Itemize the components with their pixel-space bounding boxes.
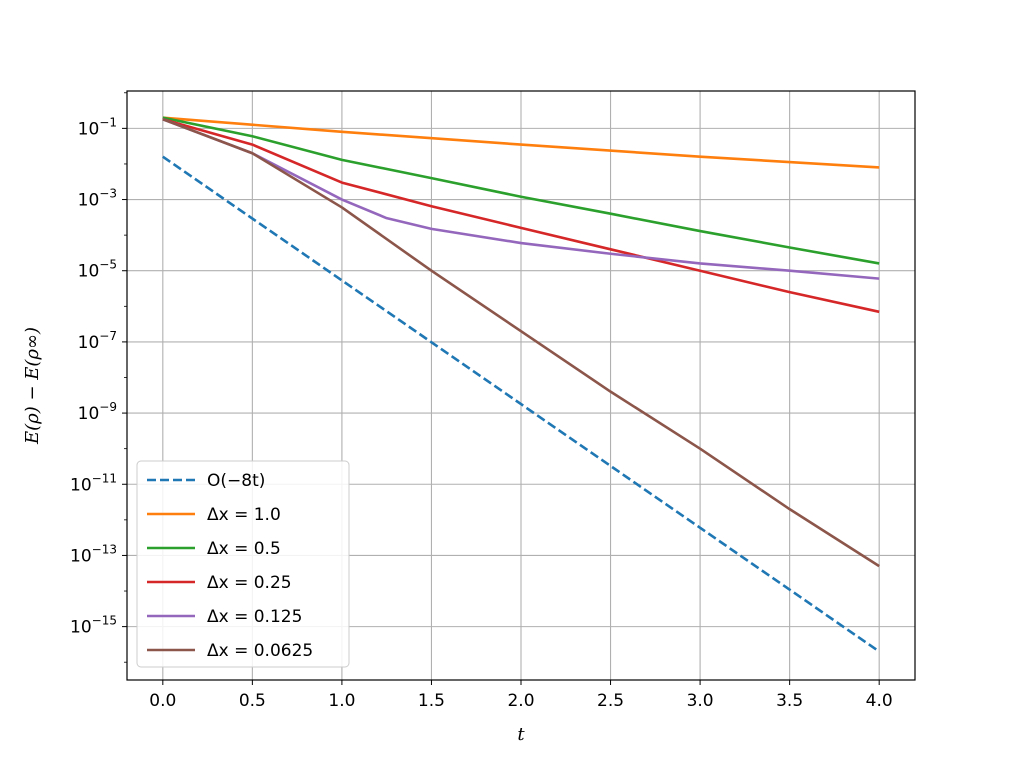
y-tick-label: 10−9 (78, 400, 117, 424)
x-tick-label: 2.5 (597, 691, 624, 711)
legend-label: O(−8t) (207, 471, 265, 491)
series-line (162, 155, 880, 653)
legend-label: Δx = 0.5 (207, 539, 281, 559)
legend: O(−8t) Δx = 1.0 Δx = 0.5 Δx = 0.25 Δx = 0.12… (136, 460, 350, 668)
grid (127, 91, 915, 680)
x-tick-label: 4.0 (866, 691, 893, 711)
x-tick-label: 0.0 (149, 691, 176, 711)
series-group (162, 116, 880, 653)
legend-label: Δx = 1.0 (207, 505, 281, 525)
x-tick-label: 0.5 (239, 691, 266, 711)
series-line (162, 116, 880, 265)
series-line (162, 118, 880, 568)
x-axis-label: t (517, 724, 525, 745)
legend-label: Δx = 0.25 (207, 573, 292, 593)
x-tick-label: 3.0 (687, 691, 714, 711)
ticks: 0.0 0.5 1.0 1.5 2.0 2.5 3.0 3.5 4.0 10−1 10−3 10−5 1… (70, 92, 893, 711)
x-tick-label: 1.5 (418, 691, 445, 711)
y-tick-label: 10−15 (70, 614, 117, 638)
x-tick-label: 1.0 (328, 691, 355, 711)
legend-box (136, 460, 350, 668)
series-line (162, 118, 880, 280)
y-tick-label: 10−1 (78, 115, 117, 139)
y-axis-label: E(ρ) − E(ρ∞) (22, 327, 43, 445)
y-tick-label: 10−13 (70, 542, 117, 566)
legend-label: Δx = 0.125 (207, 607, 302, 627)
x-tick-label: 3.5 (776, 691, 803, 711)
series-line (162, 118, 880, 314)
y-tick-label: 10−11 (70, 471, 117, 495)
series-line (162, 116, 880, 169)
x-tick-label: 2.0 (507, 691, 534, 711)
y-tick-label: 10−3 (78, 187, 117, 211)
y-tick-label: 10−5 (78, 258, 117, 282)
legend-label: Δx = 0.0625 (207, 641, 313, 661)
y-tick-label: 10−7 (78, 329, 117, 353)
